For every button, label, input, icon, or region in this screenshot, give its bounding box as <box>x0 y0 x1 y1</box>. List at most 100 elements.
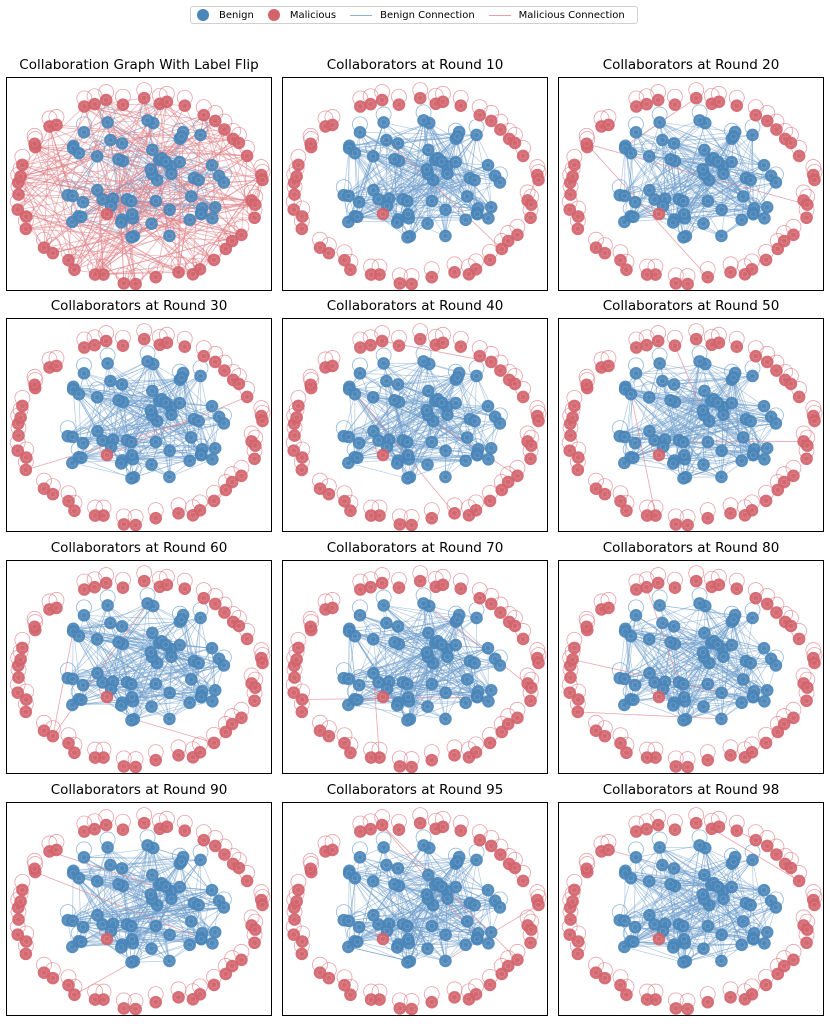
malicious-node-core <box>293 414 300 421</box>
benign-node-core <box>383 202 391 210</box>
benign-node-core <box>696 358 703 365</box>
benign-node-core <box>464 193 471 200</box>
malicious-node-core <box>14 206 21 213</box>
benign-connection <box>429 363 477 377</box>
benign-connection <box>67 384 123 437</box>
malicious-node-core <box>439 98 446 105</box>
malicious-node-core <box>235 622 242 629</box>
panel-title: Collaborators at Round 80 <box>602 540 780 556</box>
legend-label-benign-connection: Benign Connection <box>380 9 475 21</box>
benign-node-core <box>370 153 377 160</box>
malicious-node-core <box>65 498 72 505</box>
malicious-node-core <box>17 173 24 180</box>
benign-node-core <box>162 399 169 406</box>
graph-frame <box>6 560 272 774</box>
benign-connection <box>428 173 496 177</box>
benign-node-core <box>404 439 411 446</box>
benign-node-core <box>473 372 480 380</box>
malicious-node-core <box>567 432 574 439</box>
malicious-node-core <box>329 362 336 370</box>
graph-frame <box>282 560 548 774</box>
malicious-node-core <box>575 454 582 461</box>
benign-node-core <box>375 679 382 686</box>
benign-node-core <box>405 211 412 218</box>
benign-node-core <box>144 358 151 365</box>
benign-node-core <box>667 397 674 404</box>
malicious-node-core <box>103 210 111 218</box>
collaboration-graph <box>285 82 547 290</box>
benign-connection <box>383 363 456 381</box>
benign-connection <box>733 136 765 166</box>
benign-node-core <box>404 234 411 241</box>
node-layer <box>287 574 545 773</box>
edge-layer <box>25 361 248 516</box>
benign-node-core <box>99 437 106 444</box>
benign-connection <box>734 614 768 691</box>
malicious-node-core <box>119 342 127 349</box>
malicious-node-core <box>601 250 608 257</box>
benign-connection <box>445 663 475 720</box>
benign-node-core <box>630 213 637 220</box>
benign-node-core <box>178 616 185 623</box>
malicious-node-core <box>417 95 424 102</box>
malicious-node-core <box>325 491 332 498</box>
malicious-node-core <box>368 512 375 519</box>
malicious-node-core <box>395 101 403 108</box>
benign-node-core <box>220 420 227 427</box>
benign-node-core <box>94 187 101 194</box>
malicious-connection <box>429 605 532 688</box>
benign-node-core <box>128 439 135 446</box>
benign-node-core <box>749 131 756 139</box>
malicious-node-core <box>259 417 266 425</box>
malicious-node-core <box>259 176 266 184</box>
benign-node-core <box>680 475 687 482</box>
malicious-node-core <box>244 393 251 401</box>
benign-connection <box>409 180 434 237</box>
benign-connection <box>683 182 776 202</box>
benign-connection <box>349 363 384 388</box>
benign-connection <box>624 149 705 197</box>
benign-node-core <box>69 218 76 226</box>
malicious-node-core <box>486 739 494 746</box>
benign-node-core <box>94 636 101 643</box>
benign-node-core <box>118 460 125 467</box>
malicious-node-core <box>796 393 803 401</box>
benign-node-core <box>730 374 737 381</box>
malicious-connection <box>68 195 73 261</box>
benign-node-core <box>176 641 183 649</box>
malicious-node-core <box>498 728 505 736</box>
benign-connection <box>373 662 434 674</box>
malicious-node-core <box>764 117 771 125</box>
malicious-node-core <box>379 210 387 218</box>
malicious-node-core <box>511 139 518 146</box>
malicious-node-core <box>14 689 21 696</box>
benign-node-core <box>345 459 352 467</box>
malicious-node-core <box>787 380 794 387</box>
malicious-connection <box>94 223 152 275</box>
malicious-node-core <box>22 225 29 232</box>
benign-connection <box>633 196 744 218</box>
malicious-node-core <box>790 231 797 238</box>
malicious-node-core <box>527 455 534 462</box>
malicious-node-core <box>175 510 182 517</box>
malicious-connection-line-icon <box>488 14 511 16</box>
malicious-node-core <box>103 451 111 459</box>
malicious-node-core <box>238 714 245 721</box>
benign-node-core <box>442 206 449 213</box>
malicious-node-core <box>781 237 788 245</box>
benign-connection <box>373 134 477 191</box>
benign-node-core <box>383 619 390 627</box>
malicious-node-core <box>92 271 99 278</box>
malicious-node-core <box>40 727 48 734</box>
benign-connection <box>654 143 675 200</box>
malicious-node-core <box>417 578 424 585</box>
malicious-node-core <box>652 271 659 278</box>
malicious-connection <box>373 673 380 758</box>
malicious-node-core <box>238 472 245 479</box>
malicious-node-core <box>655 210 663 218</box>
benign-node-core <box>198 694 205 701</box>
malicious-node-core <box>19 161 26 168</box>
benign-node-core <box>115 397 122 404</box>
benign-node-core <box>738 457 745 464</box>
benign-connection <box>126 414 172 441</box>
